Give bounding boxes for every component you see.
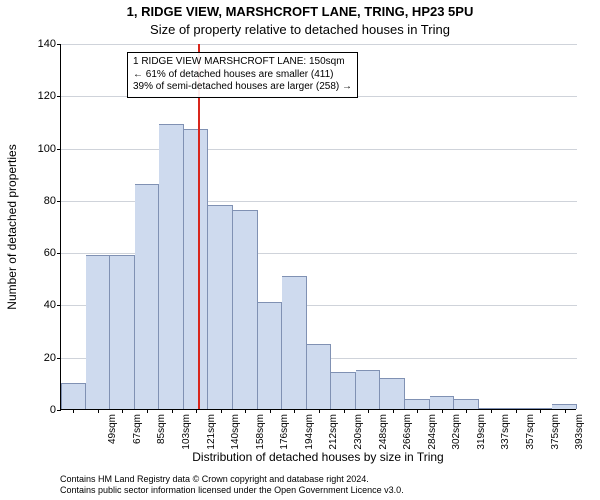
histogram-bar	[380, 378, 405, 409]
y-tick-mark	[57, 358, 61, 359]
x-tick-mark	[122, 409, 123, 413]
x-tick-label: 319sqm	[476, 414, 487, 454]
annotation-line: 1 RIDGE VIEW MARSHCROFT LANE: 150sqm	[133, 56, 352, 69]
x-tick-label: 121sqm	[206, 414, 217, 454]
x-tick-mark	[294, 409, 295, 413]
y-tick-label: 120	[20, 90, 56, 102]
x-tick-mark	[172, 409, 173, 413]
x-tick-mark	[319, 409, 320, 413]
chart-subtitle: Size of property relative to detached ho…	[0, 22, 600, 37]
chart-title: 1, RIDGE VIEW, MARSHCROFT LANE, TRING, H…	[0, 4, 600, 19]
x-tick-mark	[221, 409, 222, 413]
x-tick-mark	[540, 409, 541, 413]
gridline	[61, 44, 577, 45]
x-tick-label: 337sqm	[500, 414, 511, 454]
x-tick-label: 140sqm	[230, 414, 241, 454]
x-tick-mark	[417, 409, 418, 413]
y-axis-label: Number of detached properties	[5, 144, 19, 309]
x-tick-label: 49sqm	[107, 414, 118, 454]
x-tick-mark	[442, 409, 443, 413]
histogram-bar	[61, 383, 86, 409]
y-tick-mark	[57, 96, 61, 97]
reference-line	[198, 44, 200, 409]
x-tick-label: 393sqm	[574, 414, 585, 454]
annotation-line: ← 61% of detached houses are smaller (41…	[133, 69, 352, 82]
x-tick-mark	[368, 409, 369, 413]
histogram-bar	[86, 255, 111, 409]
histogram-bar	[430, 396, 455, 409]
plot-area: 1 RIDGE VIEW MARSHCROFT LANE: 150sqm ← 6…	[60, 44, 576, 410]
x-tick-label: 284sqm	[427, 414, 438, 454]
histogram-bar	[405, 399, 430, 409]
histogram-bar	[307, 344, 332, 409]
y-tick-label: 60	[20, 247, 56, 259]
histogram-bar	[184, 129, 209, 409]
x-tick-label: 357sqm	[525, 414, 536, 454]
histogram-bar	[135, 184, 160, 409]
x-tick-mark	[466, 409, 467, 413]
x-tick-label: 212sqm	[328, 414, 339, 454]
y-tick-label: 40	[20, 299, 56, 311]
y-tick-label: 0	[20, 404, 56, 416]
annotation-box: 1 RIDGE VIEW MARSHCROFT LANE: 150sqm ← 6…	[127, 52, 358, 98]
x-tick-mark	[196, 409, 197, 413]
x-tick-label: 103sqm	[181, 414, 192, 454]
x-tick-label: 85sqm	[156, 414, 167, 454]
x-tick-label: 230sqm	[353, 414, 364, 454]
credits-line: Contains HM Land Registry data © Crown c…	[60, 474, 576, 485]
x-tick-label: 67sqm	[132, 414, 143, 454]
y-tick-label: 140	[20, 38, 56, 50]
histogram-bar	[159, 124, 184, 409]
x-tick-mark	[565, 409, 566, 413]
chart-container: 1, RIDGE VIEW, MARSHCROFT LANE, TRING, H…	[0, 0, 600, 500]
x-tick-label: 194sqm	[304, 414, 315, 454]
histogram-bar	[258, 302, 283, 409]
y-tick-label: 100	[20, 143, 56, 155]
y-tick-mark	[57, 305, 61, 306]
gridline	[61, 149, 577, 150]
x-tick-mark	[344, 409, 345, 413]
x-tick-mark	[516, 409, 517, 413]
histogram-bar	[282, 276, 307, 409]
x-tick-mark	[245, 409, 246, 413]
histogram-bar	[454, 399, 479, 409]
histogram-bar	[356, 370, 381, 409]
x-tick-mark	[98, 409, 99, 413]
histogram-bar	[233, 210, 258, 409]
y-tick-mark	[57, 410, 61, 411]
x-tick-mark	[270, 409, 271, 413]
x-tick-mark	[393, 409, 394, 413]
x-tick-label: 266sqm	[402, 414, 413, 454]
histogram-bar	[208, 205, 233, 409]
x-tick-label: 158sqm	[255, 414, 266, 454]
x-tick-mark	[73, 409, 74, 413]
x-tick-mark	[491, 409, 492, 413]
x-tick-label: 302sqm	[451, 414, 462, 454]
y-tick-mark	[57, 201, 61, 202]
y-tick-label: 80	[20, 195, 56, 207]
x-tick-mark	[147, 409, 148, 413]
credits: Contains HM Land Registry data © Crown c…	[60, 474, 576, 496]
credits-line: Contains public sector information licen…	[60, 485, 576, 496]
histogram-bar	[331, 372, 356, 409]
x-tick-label: 176sqm	[279, 414, 290, 454]
annotation-line: 39% of semi-detached houses are larger (…	[133, 81, 352, 94]
y-tick-mark	[57, 149, 61, 150]
y-tick-mark	[57, 253, 61, 254]
y-tick-label: 20	[20, 352, 56, 364]
x-tick-label: 375sqm	[550, 414, 561, 454]
histogram-bar	[110, 255, 135, 409]
x-tick-label: 248sqm	[378, 414, 389, 454]
y-tick-mark	[57, 44, 61, 45]
